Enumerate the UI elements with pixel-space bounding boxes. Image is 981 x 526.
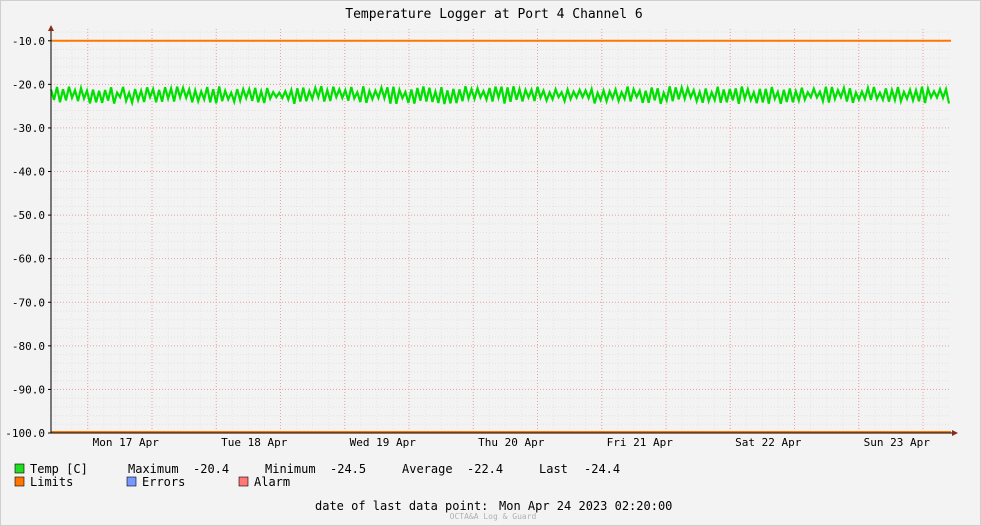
legend-minimum-value: -24.5 bbox=[330, 462, 366, 476]
x-axis-arrow bbox=[952, 430, 958, 436]
legend-label-alarm: Alarm bbox=[254, 475, 290, 489]
y-tick-label: -20.0 bbox=[12, 78, 45, 91]
legend-minimum-label: Minimum bbox=[265, 462, 316, 476]
grid bbox=[51, 29, 951, 434]
legend-swatch-limits bbox=[14, 476, 25, 487]
x-tick-label: Sun 23 Apr bbox=[864, 436, 931, 449]
legend-swatch-alarm bbox=[238, 476, 249, 487]
y-tick-label: -80.0 bbox=[12, 340, 45, 353]
y-axis-ticks: -10.0 -20.0 -30.0 -40.0 -50.0 -60.0 -70.0 -80.0… bbox=[5, 35, 51, 440]
x-tick-label: Wed 19 Apr bbox=[350, 436, 417, 449]
y-tick-label: -90.0 bbox=[12, 383, 45, 396]
legend-swatch-temp bbox=[14, 463, 25, 474]
x-axis-ticks: Mon 17 Apr Tue 18 Apr Wed 19 Apr Thu 20 Apr… bbox=[93, 436, 931, 449]
legend-label-errors: Errors bbox=[142, 475, 185, 489]
x-tick-label: Sat 22 Apr bbox=[735, 436, 802, 449]
legend-average-value: -22.4 bbox=[467, 462, 503, 476]
legend-maximum-label: Maximum bbox=[128, 462, 179, 476]
y-tick-label: -100.0 bbox=[5, 427, 45, 440]
y-tick-label: -60.0 bbox=[12, 253, 45, 266]
last-data-point-value: Mon Apr 24 2023 02:20:00 bbox=[499, 499, 672, 513]
legend-last-value: -24.4 bbox=[584, 462, 620, 476]
x-tick-label: Thu 20 Apr bbox=[478, 436, 545, 449]
y-tick-label: -70.0 bbox=[12, 296, 45, 309]
axes bbox=[48, 25, 958, 436]
y-tick-label: -30.0 bbox=[12, 122, 45, 135]
series-temp-line bbox=[49, 83, 951, 107]
y-tick-label: -50.0 bbox=[12, 209, 45, 222]
x-tick-label: Tue 18 Apr bbox=[221, 436, 288, 449]
legend-average-label: Average bbox=[402, 462, 453, 476]
legend-label-limits: Limits bbox=[30, 475, 73, 489]
legend-label-temp: Temp [C] bbox=[30, 462, 88, 476]
legend-maximum-value: -20.4 bbox=[193, 462, 229, 476]
y-tick-label: -10.0 bbox=[12, 35, 45, 48]
chart-title: Temperature Logger at Port 4 Channel 6 bbox=[345, 7, 642, 22]
x-tick-label: Fri 21 Apr bbox=[607, 436, 674, 449]
temperature-series bbox=[49, 83, 951, 107]
legend-last-label: Last bbox=[539, 462, 568, 476]
legend-swatch-errors bbox=[126, 476, 137, 487]
limit-lines bbox=[51, 39, 951, 433]
y-tick-label: -40.0 bbox=[12, 166, 45, 179]
y-axis-arrow bbox=[48, 25, 54, 31]
last-data-point-label: date of last data point: bbox=[315, 499, 488, 513]
x-tick-label: Mon 17 Apr bbox=[93, 436, 160, 449]
watermark: OCTA&A Log & Guard bbox=[450, 512, 537, 521]
